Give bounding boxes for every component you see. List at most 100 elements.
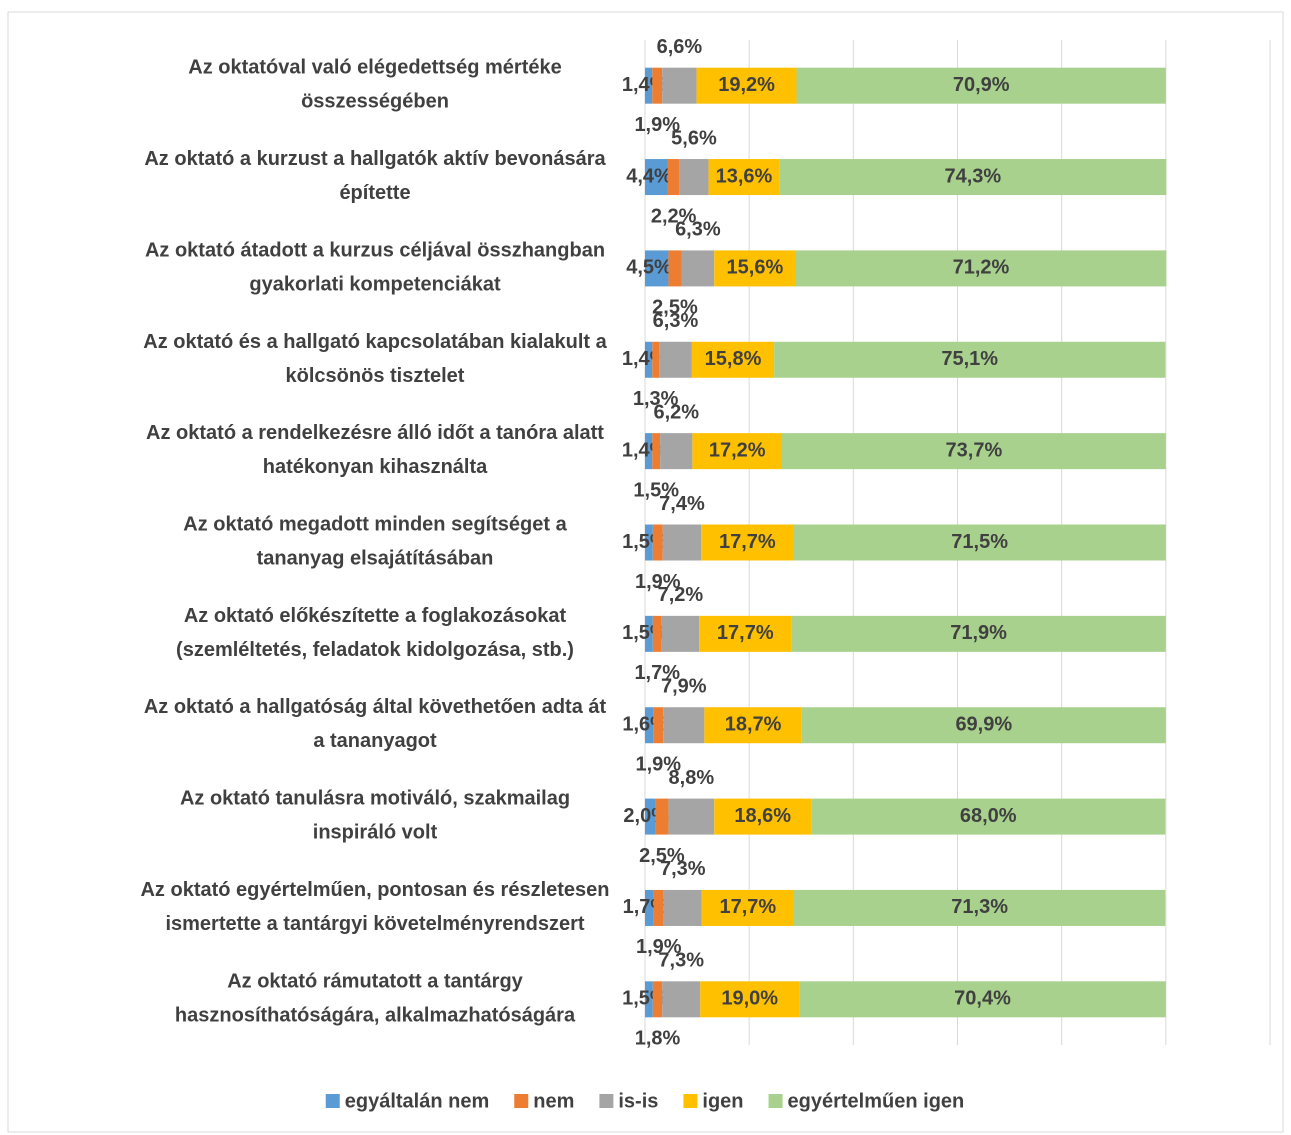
value-label: 75,1% bbox=[941, 348, 998, 370]
value-label: 73,7% bbox=[946, 439, 1003, 461]
bar-segment bbox=[714, 250, 796, 287]
bar-segment bbox=[681, 250, 715, 287]
bar-segment bbox=[652, 981, 663, 1018]
bar-segment bbox=[691, 341, 775, 378]
bar-segment bbox=[645, 67, 653, 104]
category-label: Az oktató tanulásra motiváló, szakmailag… bbox=[180, 788, 570, 844]
bar-segment bbox=[645, 433, 653, 470]
bar-segment bbox=[652, 615, 662, 652]
value-label: 1,9% bbox=[635, 571, 681, 593]
value-label: 17,7% bbox=[720, 896, 777, 918]
bar-segment bbox=[704, 707, 802, 744]
bar-segment bbox=[662, 524, 702, 561]
bar-segment bbox=[645, 524, 653, 561]
bar-segment bbox=[652, 433, 661, 470]
bar-segment bbox=[652, 67, 663, 104]
bar-segment bbox=[796, 67, 1166, 104]
bar-segment bbox=[645, 615, 653, 652]
legend-swatch bbox=[599, 1094, 614, 1108]
legend-label: igen bbox=[702, 1090, 743, 1112]
bar-segment bbox=[791, 615, 1166, 652]
value-label: 1,9% bbox=[635, 754, 681, 776]
bar-segment bbox=[774, 341, 1166, 378]
value-label: 7,2% bbox=[658, 584, 704, 606]
value-label: 13,6% bbox=[716, 165, 773, 187]
value-label: 71,2% bbox=[953, 257, 1010, 279]
value-label: 5,6% bbox=[671, 127, 717, 149]
category-label: Az oktató átadott a kurzus céljával össz… bbox=[145, 240, 605, 296]
value-label: 15,6% bbox=[727, 257, 784, 279]
category-label: Az oktató előkészítette a foglakozásokat… bbox=[176, 605, 574, 661]
legend-label: egyáltalán nem bbox=[345, 1090, 490, 1112]
value-label: 1,5% bbox=[633, 479, 679, 501]
bar-segment bbox=[679, 159, 709, 196]
value-label: 7,9% bbox=[661, 676, 707, 698]
value-label: 17,2% bbox=[709, 439, 766, 461]
category-label: Az oktató rámutatott a tantárgy hasznosít… bbox=[175, 971, 576, 1027]
bar-segment bbox=[652, 341, 660, 378]
value-label: 71,3% bbox=[951, 896, 1008, 918]
bar-segment bbox=[659, 341, 692, 378]
value-label: 2,5% bbox=[639, 845, 685, 867]
bar-segment bbox=[645, 250, 669, 287]
value-label: 2,5% bbox=[652, 297, 698, 319]
legend-label: egyértelműen igen bbox=[788, 1090, 965, 1112]
legend-label: nem bbox=[533, 1090, 574, 1112]
category-label: Az oktatóval való elégedettség mértéke ös… bbox=[188, 57, 561, 113]
legend-swatch bbox=[325, 1094, 340, 1108]
bar-segment bbox=[645, 889, 654, 926]
bar-segment bbox=[662, 67, 697, 104]
bar-segment bbox=[660, 433, 693, 470]
value-label: 19,2% bbox=[718, 74, 775, 96]
value-label: 1,3% bbox=[633, 388, 679, 410]
bar-segment bbox=[663, 707, 705, 744]
value-label: 8,8% bbox=[669, 767, 715, 789]
bar-segment bbox=[668, 250, 682, 287]
category-label: Az oktató megadott minden segítséget a ta… bbox=[183, 514, 567, 570]
bar-segment bbox=[652, 524, 663, 561]
bar-segment bbox=[708, 159, 780, 196]
bar-segment bbox=[668, 798, 715, 835]
bar-segment bbox=[645, 341, 653, 378]
category-label: Az oktató a rendelkezésre álló időt a ta… bbox=[146, 422, 604, 478]
value-label: 1,8% bbox=[635, 1028, 681, 1050]
bar-segment bbox=[781, 433, 1166, 470]
value-label: 68,0% bbox=[960, 805, 1017, 827]
bar-segment bbox=[645, 798, 656, 835]
bar-segment bbox=[700, 981, 800, 1018]
bar-segment bbox=[801, 707, 1166, 744]
category-label: Az oktató a hallgatóság által követhetőe… bbox=[144, 697, 607, 753]
category-label: Az oktató a kurzust a hallgatók aktív be… bbox=[144, 148, 606, 204]
legend-swatch bbox=[514, 1094, 529, 1108]
value-label: 7,3% bbox=[660, 858, 706, 880]
value-label: 17,7% bbox=[717, 622, 774, 644]
bar-segment bbox=[645, 707, 654, 744]
value-label: 1,9% bbox=[634, 114, 680, 136]
value-label: 1,7% bbox=[634, 662, 680, 684]
value-label: 6,3% bbox=[653, 310, 699, 332]
bar-segment bbox=[793, 524, 1166, 561]
category-label: Az oktató egyértelműen, pontosan és rész… bbox=[140, 879, 609, 935]
bar-segment bbox=[701, 889, 794, 926]
value-label: 7,4% bbox=[659, 493, 705, 515]
bar-segment bbox=[655, 798, 669, 835]
bar-segment bbox=[714, 798, 812, 835]
bar-segment bbox=[645, 981, 653, 1018]
category-label: Az oktató és a hallgató kapcsolatában ki… bbox=[143, 331, 607, 387]
bar-segment bbox=[692, 433, 782, 470]
value-label: 4,4% bbox=[626, 165, 672, 187]
bar-segment bbox=[653, 889, 664, 926]
legend-swatch bbox=[683, 1094, 698, 1108]
bar-segment bbox=[799, 981, 1166, 1018]
value-label: 19,0% bbox=[721, 988, 778, 1010]
value-label: 6,2% bbox=[653, 401, 699, 423]
bar-segment bbox=[661, 615, 700, 652]
value-label: 2,2% bbox=[651, 205, 697, 227]
value-label: 71,5% bbox=[951, 531, 1008, 553]
value-label: 4,5% bbox=[626, 257, 672, 279]
bar-segment bbox=[653, 707, 664, 744]
bar-segment bbox=[662, 981, 701, 1018]
value-label: 1,9% bbox=[636, 936, 682, 958]
bar-segment bbox=[701, 524, 794, 561]
